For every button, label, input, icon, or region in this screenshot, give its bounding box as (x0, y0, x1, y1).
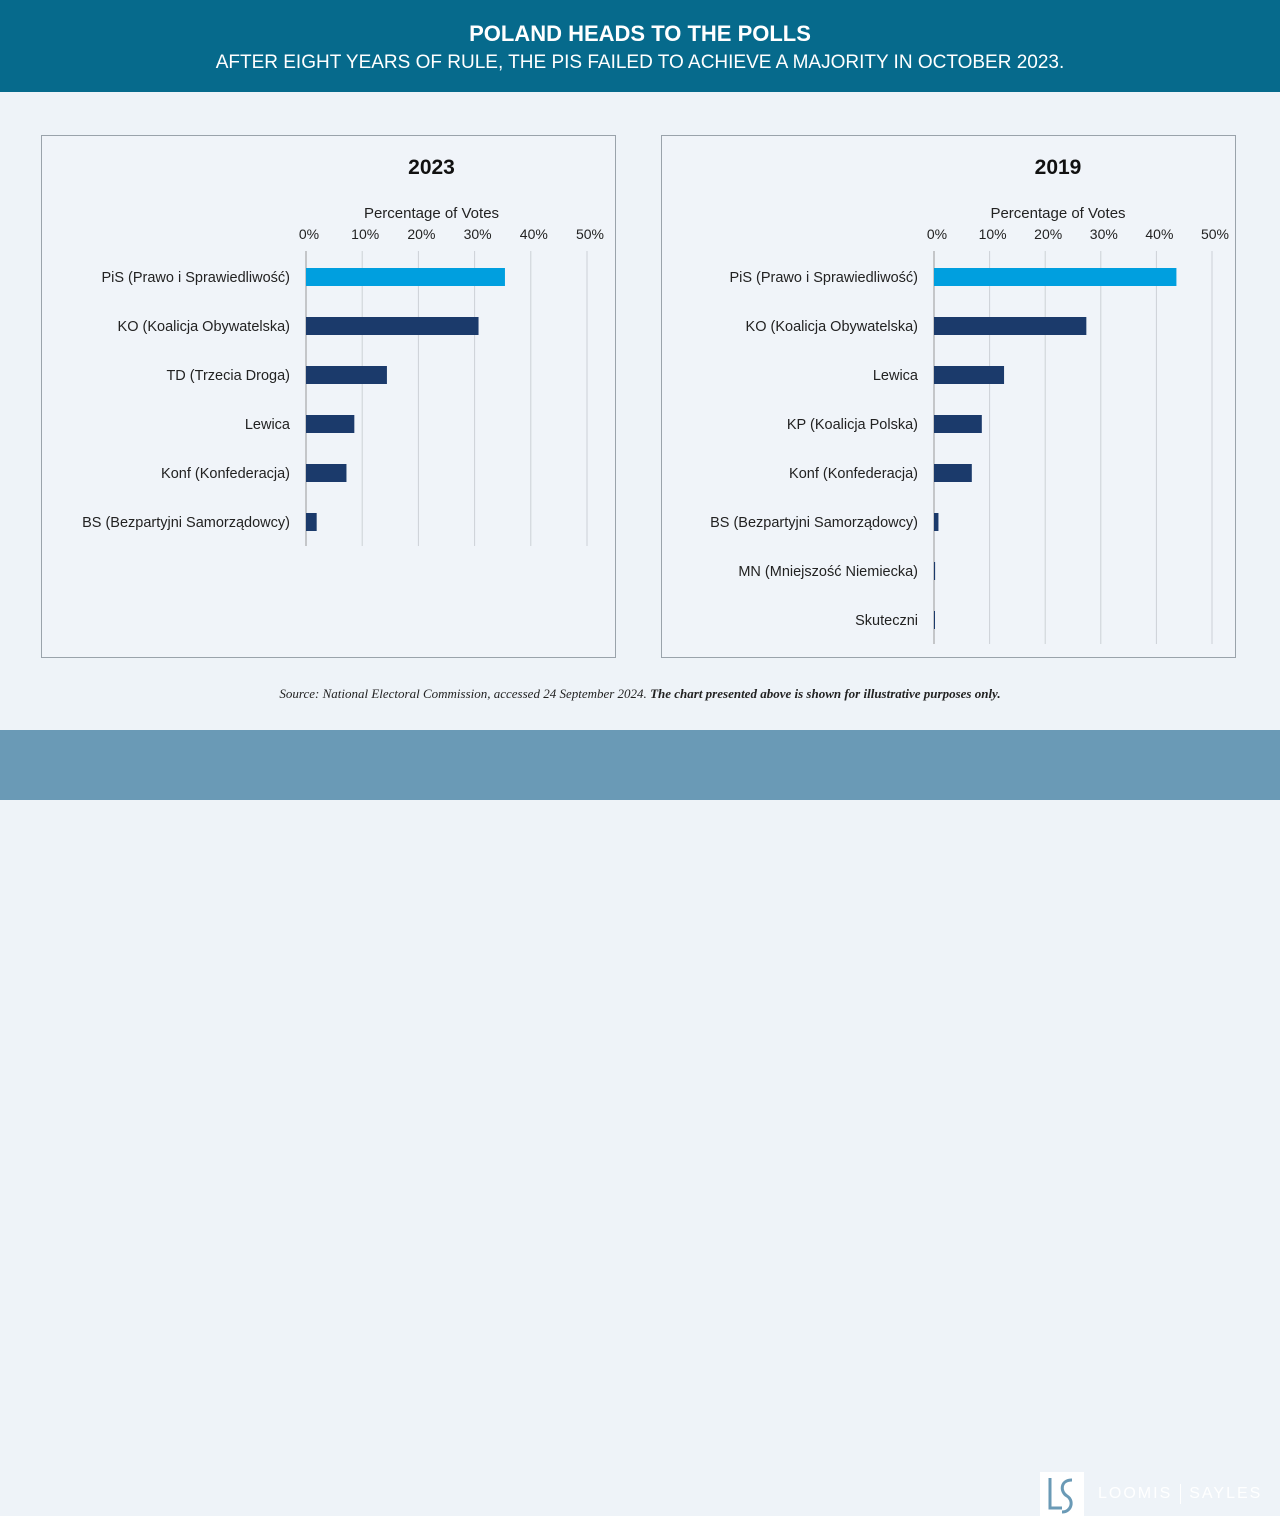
bar (306, 464, 347, 482)
category-label: BS (Bezpartyjni Samorządowcy) (710, 515, 918, 531)
category-label: Skuteczni (855, 613, 918, 629)
bar (934, 366, 1005, 384)
chart-title: 2019 (1035, 156, 1082, 179)
tick-label: 0% (927, 226, 947, 242)
bar (934, 464, 972, 482)
header: POLAND HEADS TO THE POLLS AFTER EIGHT YE… (0, 0, 1280, 92)
category-label: Lewica (245, 417, 291, 433)
category-label: PiS (Prawo i Sprawiedliwość) (729, 270, 918, 286)
tick-label: 40% (520, 226, 548, 242)
disclaimer-text: The chart presented above is shown for i… (650, 686, 1001, 701)
logo-text-left: LOOMIS (1098, 1485, 1173, 1503)
chart-title: 2023 (408, 156, 455, 179)
category-label: BS (Bezpartyjni Samorządowcy) (82, 515, 290, 531)
chart-2023-panel: 2023 Percentage of Votes 0% 10% 20% 30% 40% 50%… (41, 135, 616, 658)
source-note: Source: National Electoral Commission, a… (0, 686, 1280, 702)
x-axis-label: Percentage of Votes (364, 205, 499, 222)
x-axis-label: Percentage of Votes (990, 205, 1125, 222)
bar (306, 317, 479, 335)
tick-label: 30% (1090, 226, 1118, 242)
bar (934, 562, 936, 580)
tick-label: 10% (351, 226, 379, 242)
source-text: Source: National Electoral Commission, a… (279, 686, 651, 701)
tick-label: 20% (1034, 226, 1062, 242)
bar (306, 513, 317, 531)
tick-label: 30% (464, 226, 492, 242)
category-label: KO (Koalicja Obywatelska) (746, 319, 918, 335)
footer: LOOMIS SAYLES (0, 730, 1280, 1516)
category-label: KO (Koalicja Obywatelska) (118, 319, 290, 335)
page-subtitle: AFTER EIGHT YEARS OF RULE, THE PIS FAILE… (215, 52, 1065, 73)
tick-label: 20% (407, 226, 435, 242)
tick-label: 50% (1201, 226, 1229, 242)
bar (934, 317, 1087, 335)
category-label: Lewica (873, 368, 919, 384)
chart-2023: 2023 Percentage of Votes 0% 10% 20% 30% 40% 50%… (82, 156, 604, 546)
logo-text-right: SAYLES (1189, 1485, 1263, 1503)
loomis-sayles-logo: LOOMIS SAYLES (1040, 1472, 1262, 1516)
category-label: KP (Koalicja Polska) (787, 417, 918, 433)
tick-label: 40% (1145, 226, 1173, 242)
chart-2019: 2019 Percentage of Votes 0% 10% 20% 30% 40% 50%… (710, 156, 1229, 644)
page-title: POLAND HEADS TO THE POLLS (469, 21, 811, 46)
bar (934, 513, 939, 531)
category-label: Konf (Konfederacja) (161, 466, 290, 482)
category-label: TD (Trzecia Droga) (166, 368, 290, 384)
bar (306, 366, 387, 384)
bar (934, 268, 1177, 286)
tick-label: 50% (576, 226, 604, 242)
tick-label: 10% (979, 226, 1007, 242)
bar (934, 415, 982, 433)
chart-2019-panel: 2019 Percentage of Votes 0% 10% 20% 30% 40% 50%… (661, 135, 1236, 658)
bar (306, 268, 505, 286)
category-label: PiS (Prawo i Sprawiedliwość) (101, 270, 290, 286)
ls-monogram-icon (1040, 1472, 1084, 1516)
category-label: Konf (Konfederacja) (789, 466, 918, 482)
tick-label: 0% (299, 226, 319, 242)
bar (306, 415, 355, 433)
bar (934, 611, 935, 629)
category-label: MN (Mniejszość Niemiecka) (738, 564, 918, 580)
